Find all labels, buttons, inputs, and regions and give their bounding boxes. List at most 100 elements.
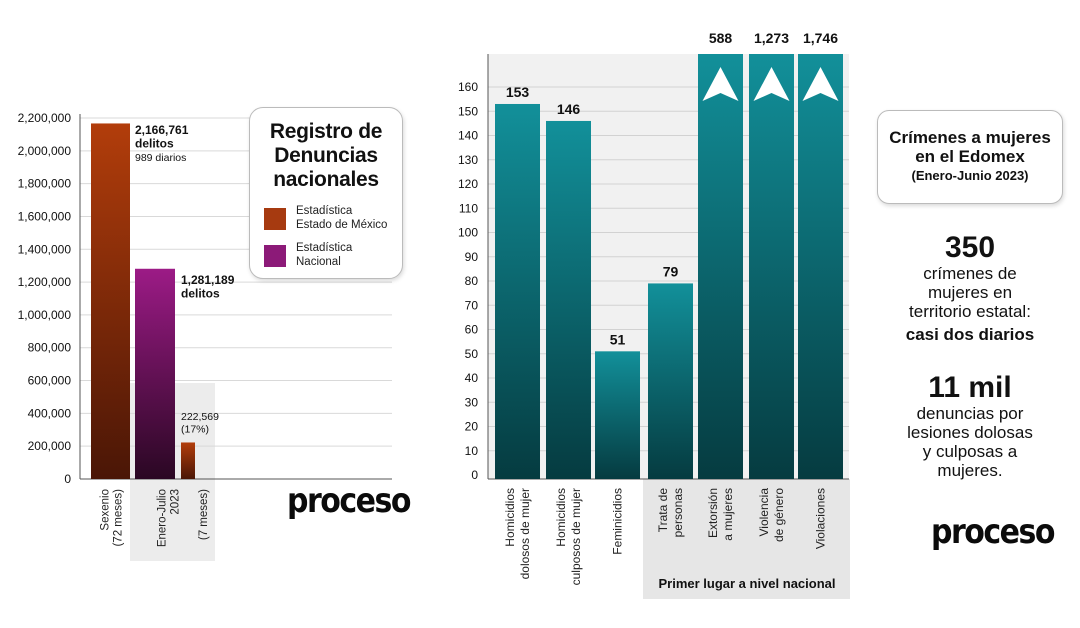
x-category-label: Trata de [656,488,670,533]
y-tick-label: 400,000 [28,406,72,420]
y-tick-label: 30 [465,395,479,409]
y-tick-label: 150 [458,104,478,118]
y-tick-label: 2,000,000 [18,144,72,158]
y-tick-label: 0 [471,468,478,482]
y-tick-label: 50 [465,347,479,361]
bar [546,120,591,479]
bar [648,283,693,479]
x-category-label: culposos de mujer [569,488,583,585]
off-scale-arrow-icon [753,67,790,101]
y-tick-label: 160 [458,80,478,94]
bar [749,54,794,479]
y-tick-label: 1,400,000 [18,242,72,256]
bar-value-label: 146 [557,101,581,117]
info-box: Crímenes a mujeres en el Edomex (Enero-J… [877,110,1063,204]
bar-value-label: 153 [506,84,530,100]
x-category-label: Homicidios [554,488,568,547]
legend-swatch-nacional [264,245,286,267]
stat-text-line: territorio estatal: [909,302,1031,321]
stat-text-line: mujeres. [937,461,1003,480]
bar-value-label: delitos [135,137,174,151]
x-category-label: Violencia [757,488,771,537]
stat-text-line: crímenes de [923,264,1017,283]
stat-text-line: denuncias por [916,404,1024,423]
stat-text-line: mujeres en [927,283,1013,302]
legend-swatch-estado [264,208,286,230]
legend-label-line: Estadística [296,205,353,217]
bar [798,54,843,479]
bar [495,103,540,479]
y-tick-label: 10 [465,444,479,458]
x-category-label: (72 meses) [113,489,125,547]
stat-350: 350 crímenes de mujeres en territorio es… [880,231,1060,345]
off-scale-arrow-icon [802,67,839,101]
y-tick-label: 130 [458,153,478,167]
y-tick-label: 120 [458,177,478,191]
y-tick-label: 1,200,000 [18,275,72,289]
legend-title-line: Registro de [269,120,383,143]
x-category-label: dolosos de mujer [518,488,532,579]
bar-value-label: (17%) [181,424,209,436]
bar [181,442,195,479]
bar-value-label: 1,273 [754,30,789,46]
bar-value-label: 79 [663,263,679,279]
y-tick-label: 600,000 [28,374,72,388]
info-subtitle: (Enero-Junio 2023) [911,168,1029,183]
off-scale-arrow-icon [702,67,739,101]
legend-title: Registro de Denuncias nacionales [250,120,402,192]
bar [698,54,743,479]
y-tick-label: 1,000,000 [18,308,72,322]
legend-item-estado: Estadística Estado de México [264,204,400,238]
band-primer-lugar [643,479,850,599]
y-tick-label: 100 [458,226,478,240]
x-category-label: a mujeres [721,488,735,541]
stat-text-line: lesiones dolosas [907,423,1033,442]
legend-label-line: Nacional [296,256,341,268]
group-annotation: Primer lugar a nivel nacional [658,576,835,591]
y-tick-label: 800,000 [28,341,72,355]
bar-value-label: 2,166,761 [135,123,189,137]
y-tick-label: 1,600,000 [18,209,72,223]
legend-label-line: Estado de México [296,219,388,231]
x-category-label: de género [772,488,786,542]
bar [595,351,640,479]
bar-value-label: delitos [181,287,220,301]
legend-box: Registro de Denuncias nacionales Estadís… [249,107,403,279]
x-category-label: 2023 [170,489,182,515]
info-title-line: Crímenes a mujeres [889,128,1051,147]
bar-value-label: 989 diarios [135,152,186,164]
legend-label-nacional: Estadística Nacional [296,241,400,269]
stat-strong-text: casi dos diarios [905,325,1035,344]
proceso-logo-left: proceso [287,481,411,522]
legend-title-line: Denuncias [274,144,378,167]
y-tick-label: 80 [465,274,479,288]
y-tick-label: 140 [458,129,478,143]
stat-big-number: 350 [944,231,996,264]
legend-item-nacional: Estadística Nacional [264,241,400,275]
bar-value-label: 588 [709,30,733,46]
y-tick-label: 0 [64,472,71,486]
x-category-label: Homicidios [503,488,517,547]
bar-value-label: 222,569 [181,411,219,423]
x-category-label: (7 meses) [198,489,210,540]
bar-value-label: 1,746 [803,30,838,46]
bar-value-label: 1,281,189 [181,273,235,287]
y-tick-label: 60 [465,323,479,337]
stat-text-line: y culposas a [922,442,1018,461]
info-title-line: en el Edomex [915,147,1025,166]
legend-title-line: nacionales [273,168,379,191]
x-category-label: Extorsión [706,488,720,538]
y-tick-label: 20 [465,420,479,434]
y-tick-label: 2,200,000 [18,111,72,125]
legend-label-estado: Estadística Estado de México [296,204,400,232]
legend-label-line: Estadística [296,242,353,254]
x-category-label: Enero-Julio [157,489,169,547]
stat-big-number: 11 mil [928,371,1012,404]
y-tick-label: 1,800,000 [18,177,72,191]
x-category-label: Feminicidios [611,488,625,555]
y-tick-label: 110 [459,201,478,215]
y-tick-label: 70 [465,298,479,312]
chart-crimenes: 0 10 20 30 40 50 60 70 80 90 100 110 120 130 140 150 160… [458,30,850,599]
x-category-label: Sexenio [100,489,112,531]
